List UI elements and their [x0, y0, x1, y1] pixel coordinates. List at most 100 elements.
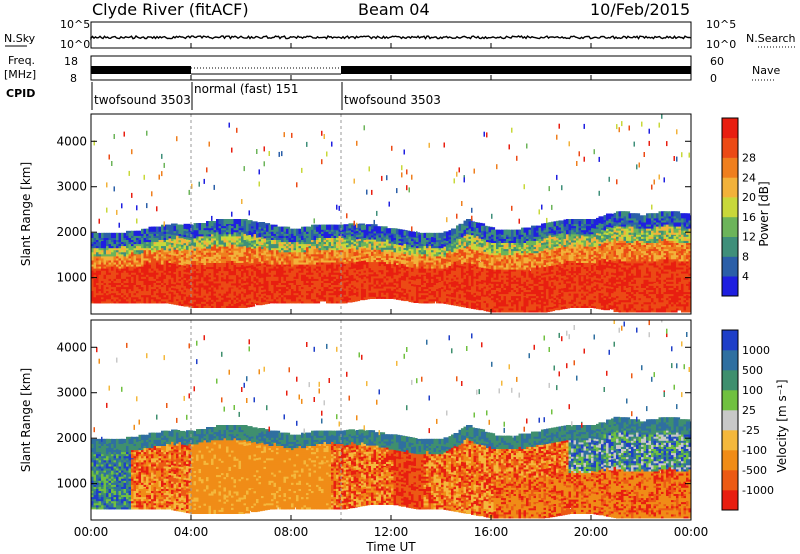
heatmap-cell — [461, 201, 463, 206]
freq-label-top: Freq. — [8, 54, 35, 67]
heatmap-cell — [381, 175, 383, 181]
heatmap-cell — [156, 206, 158, 212]
heatmap-cell — [136, 218, 138, 224]
heatmap-cell — [93, 140, 95, 146]
heatmap-cell — [336, 204, 338, 210]
heatmap-cell — [161, 153, 163, 159]
cpid-segment-label: normal (fast) 151 — [194, 82, 298, 96]
nsky-tick-right-bottom: 10^0 — [706, 38, 736, 51]
nsky-label: N.Sky — [4, 32, 36, 45]
heatmap-cell — [401, 172, 403, 178]
heatmap-cell — [146, 130, 148, 136]
heatmap-cell — [151, 191, 153, 197]
heatmap-cell — [353, 178, 355, 184]
nsky-trace — [90, 34, 692, 41]
heatmap-cell — [456, 171, 458, 177]
heatmap-cell — [313, 218, 315, 224]
heatmap-cell — [113, 186, 115, 192]
heatmap-cell — [228, 122, 230, 128]
heatmap-cell — [321, 159, 323, 165]
heatmap-cell — [143, 174, 145, 180]
heatmap-cell — [326, 151, 328, 157]
heatmap-cell — [301, 167, 303, 173]
heatmap-cell — [283, 132, 285, 138]
heatmap-cell — [258, 169, 260, 175]
heatmap-cell — [331, 141, 333, 147]
heatmap-cell — [333, 224, 341, 230]
freq-tick-top: 18 — [64, 55, 78, 68]
date-title: 10/Feb/2015 — [590, 0, 690, 19]
heatmap-cell — [411, 174, 413, 180]
heatmap-cell — [323, 134, 325, 139]
heatmap-cell — [258, 181, 260, 187]
heatmap-cell — [386, 175, 388, 181]
heatmap-cell — [108, 154, 110, 160]
heatmap-cell — [231, 211, 233, 217]
heatmap-cell — [188, 189, 190, 195]
heatmap-cell — [191, 183, 193, 189]
heatmap-cell — [236, 127, 238, 133]
heatmap-cell — [176, 136, 178, 142]
heatmap-cell — [128, 170, 130, 176]
heatmap-cell — [111, 161, 113, 166]
heatmap-cell — [163, 162, 165, 168]
heatmap-cell — [306, 141, 308, 147]
heatmap-cell — [416, 231, 418, 237]
heatmap-cell — [456, 213, 458, 219]
nave-tick-bottom: 0 — [710, 72, 717, 85]
heatmap-cell — [406, 169, 408, 175]
station-title: Clyde River (fitACF) — [92, 0, 249, 19]
nsky-tick-right-top: 10^5 — [706, 18, 736, 31]
heatmap-cell — [371, 189, 373, 195]
heatmap-cell — [428, 142, 430, 148]
heatmap-cell — [116, 209, 118, 215]
heatmap-cell — [443, 142, 445, 148]
heatmap-cell — [146, 203, 148, 209]
heatmap-cell — [366, 189, 368, 195]
nsky-line — [90, 34, 692, 41]
heatmap-cell — [203, 178, 205, 184]
heatmap-cell — [428, 232, 436, 238]
heatmap-cell — [458, 167, 460, 173]
heatmap-cell — [376, 210, 378, 216]
power-heatmap — [91, 114, 691, 314]
heatmap-cell — [243, 166, 245, 172]
heatmap-cell — [161, 171, 163, 177]
heatmap-cell — [281, 151, 283, 157]
heatmap-cell — [396, 188, 398, 194]
heatmap-cell — [121, 203, 123, 209]
heatmap-cell — [231, 147, 233, 153]
heatmap-cell — [198, 181, 200, 187]
heatmap-cell — [131, 192, 133, 198]
cpid-segment-label: twofsound 3503 — [344, 93, 441, 107]
heatmap-cell — [446, 217, 448, 223]
freq-band — [91, 66, 191, 74]
heatmap-cell — [248, 210, 250, 216]
heatmap-cell — [158, 174, 160, 180]
heatmap-cell — [356, 140, 358, 146]
heatmap-cell — [411, 226, 413, 232]
heatmap-cell — [131, 149, 133, 155]
heatmap-cell — [211, 215, 213, 221]
nsearch-label: N.Search — [746, 32, 796, 45]
heatmap-cell — [408, 187, 410, 193]
beam-title: Beam 04 — [358, 0, 430, 19]
heatmap-cell — [306, 226, 313, 232]
heatmap-cell — [113, 134, 115, 139]
freq-tick-bottom: 8 — [70, 72, 77, 85]
heatmap-cell — [268, 151, 270, 156]
heatmap-cell — [403, 149, 405, 155]
heatmap-cell — [263, 161, 265, 167]
power-panel — [90, 113, 692, 315]
heatmap-cell — [163, 221, 165, 227]
cpid-segment-label: twofsound 3503 — [94, 93, 191, 107]
heatmap-cell — [463, 177, 465, 183]
heatmap-cell — [363, 125, 365, 131]
heatmap-cell — [98, 218, 100, 224]
heatmap-cell — [406, 185, 408, 191]
heatmap-cell — [401, 165, 403, 171]
heatmap-cell — [246, 220, 253, 226]
heatmap-cell — [123, 131, 125, 137]
nsky-tick-left-top: 10^5 — [60, 18, 90, 31]
